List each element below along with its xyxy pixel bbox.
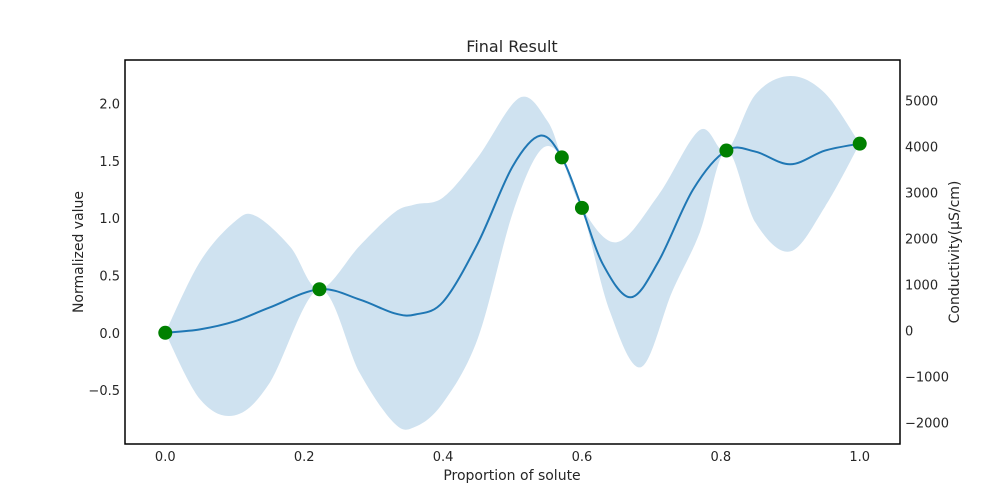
y-axis-label: Normalized value	[71, 191, 87, 313]
y2-axis-ticks: −2000 −1000 0 1000 2000 3000 4000 5000	[905, 94, 949, 431]
y2-tick-label: −1000	[905, 370, 949, 385]
y2-tick-label: 2000	[905, 232, 938, 247]
x-axis-label: Proportion of solute	[443, 468, 580, 484]
y-tick-label: 1.0	[99, 212, 120, 227]
confidence-band-area	[165, 76, 860, 430]
x-tick-label: 0.6	[572, 450, 593, 465]
observation-point	[158, 325, 173, 340]
y2-axis-label: Conductivity(µS/cm)	[947, 181, 963, 324]
y-tick-label: 1.5	[99, 155, 120, 170]
observation-point	[554, 150, 569, 165]
y-tick-label: 0.0	[99, 327, 120, 342]
x-tick-label: 1.0	[849, 450, 870, 465]
observation-point	[312, 282, 327, 297]
y2-tick-label: 0	[905, 324, 913, 339]
observation-point	[574, 200, 589, 215]
y2-tick-label: 1000	[905, 278, 938, 293]
observation-point	[719, 143, 734, 158]
x-tick-label: 0.4	[433, 450, 454, 465]
y-tick-label: 2.0	[99, 98, 120, 113]
x-axis-ticks: 0.0 0.2 0.4 0.6 0.8 1.0	[155, 450, 870, 465]
observations	[158, 136, 867, 340]
y2-tick-label: 5000	[905, 94, 938, 109]
y2-tick-label: 4000	[905, 140, 938, 155]
confidence-band	[165, 76, 860, 430]
plot-frame	[124, 59, 901, 445]
x-tick-label: 0.8	[710, 450, 731, 465]
y2-tick-label: 3000	[905, 186, 938, 201]
y-tick-label: −0.5	[88, 384, 120, 399]
x-tick-label: 0.0	[155, 450, 176, 465]
y-tick-label: 0.5	[99, 269, 120, 284]
chart-title: Final Result	[466, 37, 557, 56]
observation-point	[852, 136, 867, 151]
y-axis-ticks: −0.5 0.0 0.5 1.0 1.5 2.0	[88, 98, 120, 400]
x-tick-label: 0.2	[294, 450, 315, 465]
y2-tick-label: −2000	[905, 416, 949, 431]
